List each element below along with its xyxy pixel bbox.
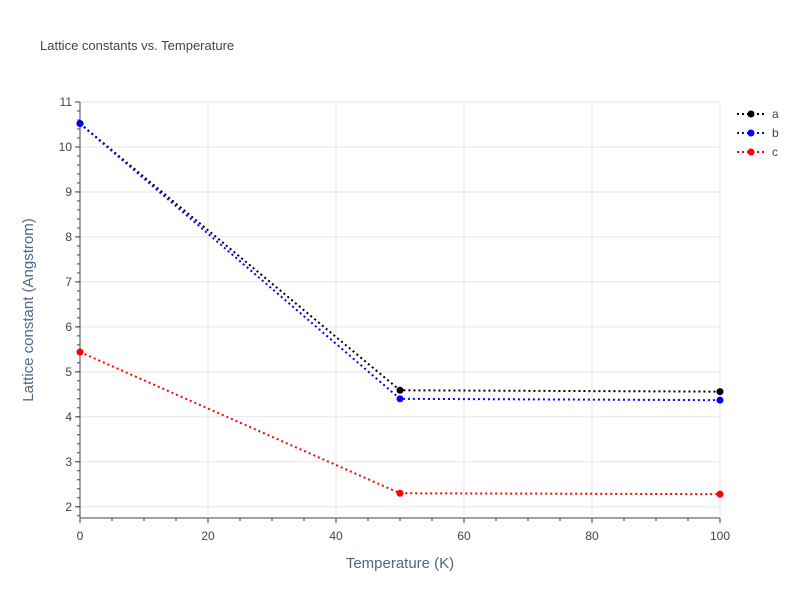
y-tick-label: 8 [65,230,72,244]
data-point-b [396,395,404,403]
y-tick-label: 11 [60,95,73,109]
series-a [76,120,724,396]
y-tick-label: 2 [65,500,72,514]
legend-item-a: a [737,107,779,121]
y-tick-label: 6 [65,320,72,334]
grid [79,101,721,518]
x-tick-label: 20 [201,529,215,543]
legend-item-b: b [737,126,779,140]
x-tick-label: 60 [457,529,471,543]
legend-item-c: c [737,145,778,159]
y-axis-title: Lattice constant (Angstrom) [20,218,37,401]
y-tick-label: 7 [65,275,72,289]
axes: 2 3 4 5 6 7 8 9 10 11 0 20 40 60 80 100 [59,95,731,543]
legend-marker-a [747,110,755,118]
series-c [76,348,724,498]
legend-marker-b [747,129,755,137]
data-point-a [716,388,724,396]
y-tick-label: 5 [65,365,72,379]
y-tick-label: 9 [65,185,72,199]
data-point-c [716,490,724,498]
x-axis-title: Temperature (K) [346,555,454,572]
x-tick-label: 40 [329,529,343,543]
series-line-a [79,122,721,393]
y-tick-label: 4 [65,410,72,424]
legend-label-c: c [772,145,778,159]
y-tick-label: 3 [65,455,72,469]
x-tick-label: 100 [710,529,730,543]
data-point-c [396,489,404,497]
data-point-b [716,396,724,404]
legend-label-b: b [772,126,779,140]
data-point-b [76,120,84,128]
chart-title: Lattice constants vs. Temperature [40,38,234,53]
x-tick-label: 0 [77,529,84,543]
series-line-b [79,122,721,402]
series-b [76,120,724,404]
series-layer [76,120,724,498]
data-point-c [76,348,84,356]
legend-label-a: a [772,107,779,121]
series-line-c [79,351,721,496]
y-tick-label: 10 [59,140,73,154]
legend: abc [737,107,779,159]
x-tick-label: 80 [585,529,599,543]
data-point-a [396,386,404,394]
legend-marker-c [747,148,755,156]
